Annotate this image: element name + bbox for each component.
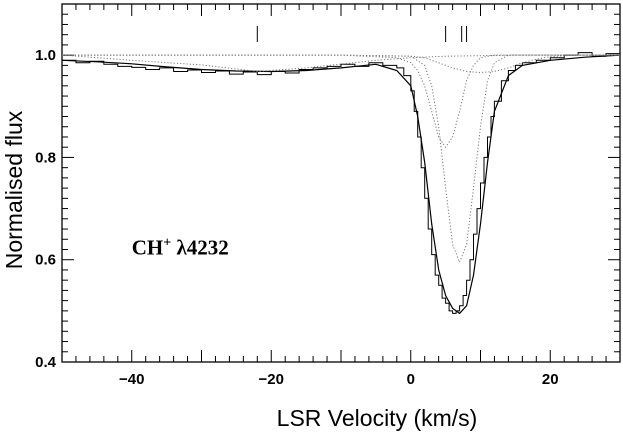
component-markers (256, 26, 468, 42)
x-tick-label: 20 (542, 371, 559, 388)
plot-frame (61, 3, 621, 363)
y-tick-label: 1.0 (35, 47, 56, 64)
x-tick-label: −20 (259, 371, 284, 388)
series-dotted-5 (62, 54, 620, 74)
series-layer (61, 52, 621, 315)
plot-border (61, 3, 621, 363)
series-solid-1 (61, 54, 621, 315)
y-tick-label: 0.8 (35, 149, 56, 166)
tick-labels: −40 −20 0 20 0.4 0.6 0.8 1.0 (35, 47, 558, 388)
annotation-superscript: + (163, 236, 171, 251)
series-dotted-3 (62, 54, 620, 149)
annotation-line: λ4232 (171, 236, 229, 260)
axis-ticks (61, 3, 621, 363)
series-histogram-0 (62, 52, 621, 314)
y-tick-label: 0.6 (35, 252, 56, 269)
y-axis-title: Normalised flux (1, 110, 27, 269)
x-axis-title: LSR Velocity (km/s) (277, 405, 478, 431)
y-tick-label: 0.4 (35, 354, 57, 371)
x-tick-label: 0 (407, 371, 415, 388)
x-tick-label: −40 (119, 371, 144, 388)
species-annotation: CH+ λ4232 (132, 236, 229, 260)
series-dotted-4 (62, 54, 620, 264)
annotation-species: CH (132, 236, 164, 260)
series-dotted-2 (61, 54, 620, 73)
